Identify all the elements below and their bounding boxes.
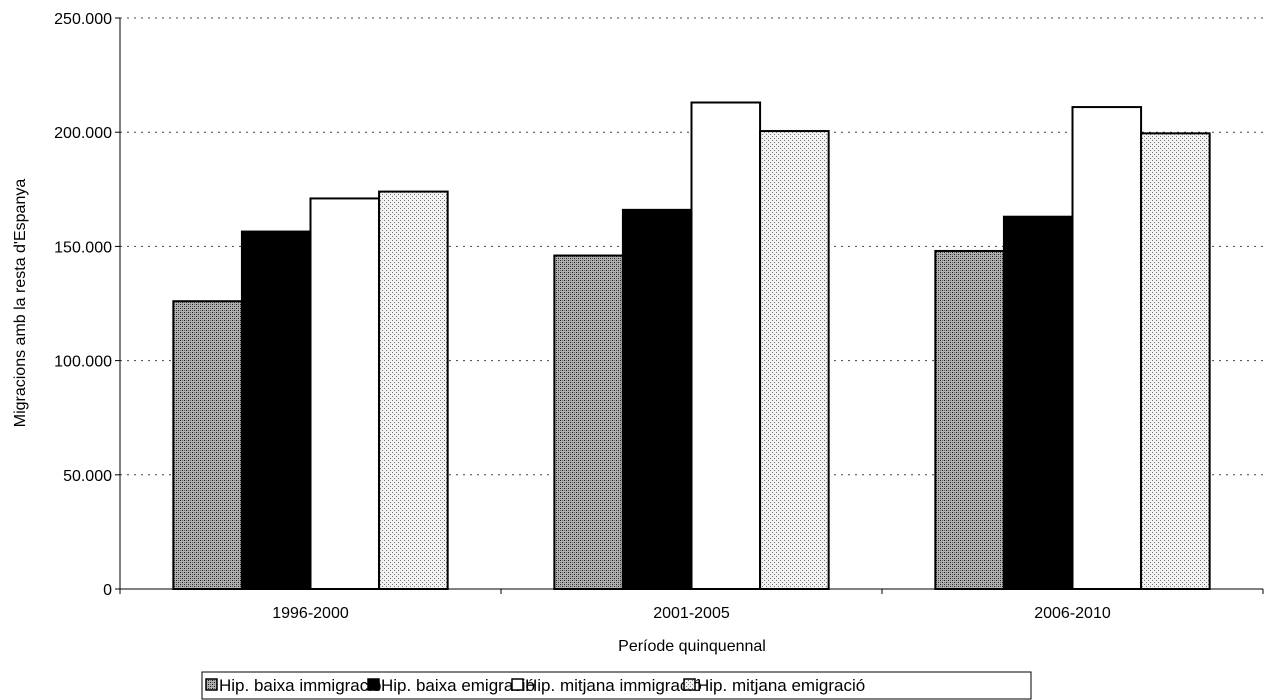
x-axis-title: Període quinquennal [618, 638, 766, 655]
bar [240, 230, 312, 591]
legend-label: Hip. baixa emigració [381, 676, 535, 695]
bar [172, 300, 243, 590]
y-axis-title: Migracions amb la resta d'Espanya [12, 179, 29, 428]
bar [378, 190, 449, 590]
legend-label: Hip. baixa immigració [219, 676, 382, 695]
legend-swatch [205, 678, 218, 691]
y-tick-label: 200.000 [54, 125, 112, 142]
bar [1071, 106, 1143, 591]
legend-swatch [683, 678, 696, 691]
legend-frame [201, 671, 1032, 700]
y-tick-label: 150.000 [54, 239, 112, 256]
y-tick-label: 250.000 [54, 11, 112, 28]
bar [759, 130, 830, 590]
x-tick-label: 2006-2010 [1034, 605, 1111, 622]
legend-label: Hip. mitjana emigració [697, 676, 865, 695]
bar [934, 249, 1005, 591]
y-tick-label: 100.000 [54, 354, 112, 371]
bar [690, 101, 762, 591]
x-tick-label: 1996-2000 [272, 605, 349, 622]
y-ticks: 0 50.000 100.000 150.000 200.000 250.000 [54, 11, 120, 599]
x-ticks: 1996-2000 2001-2005 2006-2010 [119, 589, 1264, 622]
bars [172, 101, 1211, 591]
bar [309, 197, 381, 590]
bar [621, 208, 693, 591]
legend: Hip. baixa immigració Hip. baixa emigraci… [201, 671, 1032, 700]
x-tick-label: 2001-2005 [653, 605, 730, 622]
legend-swatch [367, 678, 380, 691]
y-tick-label: 0 [103, 582, 112, 599]
legend-swatch [511, 678, 524, 691]
y-tick-label: 50.000 [63, 468, 112, 485]
legend-label: Hip. mitjana immigració [525, 676, 702, 695]
bar [553, 254, 624, 590]
bar [1002, 215, 1074, 590]
bar [1140, 132, 1211, 590]
